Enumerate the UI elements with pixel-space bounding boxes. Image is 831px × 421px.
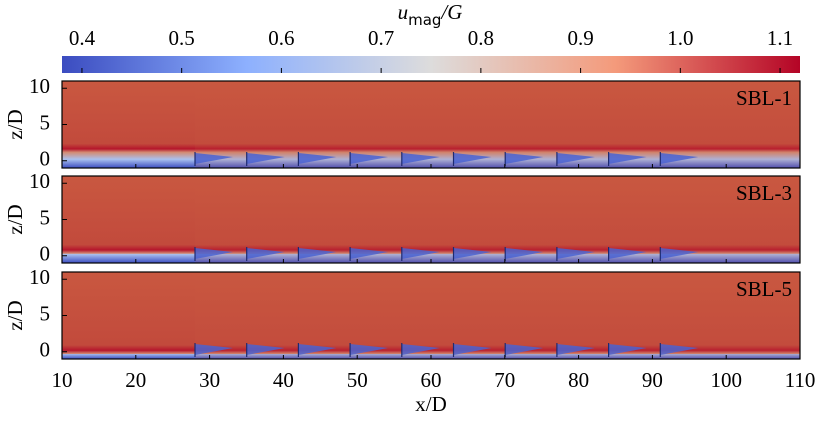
wake — [401, 344, 440, 355]
farm-field — [195, 272, 800, 359]
wake — [350, 344, 389, 355]
wake — [660, 153, 699, 164]
panel: 0 5 10 SBL-5 z/D — [3, 265, 801, 362]
y-tick-label: 10 — [29, 74, 50, 98]
x-tick-label: 50 — [347, 368, 368, 392]
y-axis-label: z/D — [3, 109, 27, 139]
y-tick-label: 0 — [40, 147, 51, 171]
wake — [195, 344, 233, 355]
x-tick-label: 10 — [52, 368, 73, 392]
colorbar-label-main: u — [398, 0, 409, 24]
wake — [246, 153, 285, 164]
wake — [505, 153, 544, 164]
wake — [195, 153, 233, 164]
wake — [350, 248, 389, 259]
panel-label: SBL-1 — [736, 86, 792, 110]
x-tick-label: 40 — [273, 368, 294, 392]
x-tick-label: 60 — [421, 368, 442, 392]
colorbar-tick-label: 0.7 — [368, 26, 394, 50]
colorbar-tick-label: 1.1 — [767, 26, 793, 50]
x-tick-label: 90 — [642, 368, 663, 392]
x-tick-label: 80 — [568, 368, 589, 392]
wake — [556, 344, 595, 355]
colorbar-tick-label: 0.8 — [468, 26, 494, 50]
farm-field — [195, 176, 800, 263]
wake — [350, 153, 389, 164]
y-tick-label: 0 — [40, 338, 51, 362]
colorbar-label-sub: mag — [408, 11, 441, 29]
colorbar-tick-label: 0.5 — [169, 26, 195, 50]
colorbar-tick-label: 0.4 — [69, 26, 96, 50]
x-tick-label: 30 — [199, 368, 220, 392]
y-tick-label: 5 — [40, 205, 51, 229]
wake — [401, 153, 440, 164]
wake — [246, 248, 285, 259]
wake — [195, 248, 233, 259]
y-tick-label: 5 — [40, 110, 51, 134]
inflow-field — [62, 272, 195, 359]
wake — [453, 248, 492, 259]
panel: 0 5 10 SBL-1 z/D — [3, 74, 801, 171]
panel-label: SBL-5 — [736, 277, 792, 301]
wake — [556, 153, 595, 164]
colorbar-label-tail: /G — [440, 0, 462, 24]
wake — [505, 344, 544, 355]
wake — [298, 248, 337, 259]
y-axis-label: z/D — [3, 300, 27, 330]
y-tick-label: 10 — [29, 169, 50, 193]
x-tick-label: 20 — [125, 368, 146, 392]
colorbar-tick-label: 0.6 — [268, 26, 294, 50]
colorbar-label: umag/G — [398, 0, 463, 29]
wake — [298, 153, 337, 164]
wake — [608, 248, 647, 259]
panel: 0 5 10 SBL-3 z/D — [3, 169, 801, 266]
wake — [608, 344, 647, 355]
wake — [298, 344, 337, 355]
x-axis-label: x/D — [415, 392, 447, 416]
inflow-field — [62, 176, 195, 263]
x-tick-label: 110 — [785, 368, 816, 392]
wake — [608, 153, 647, 164]
colorbar-tick-label: 0.9 — [567, 26, 593, 50]
x-tick-label: 100 — [710, 368, 742, 392]
y-axis-label: z/D — [3, 204, 27, 234]
colorbar — [62, 56, 800, 73]
wake — [660, 344, 699, 355]
inflow-field — [62, 81, 195, 168]
wake — [505, 248, 544, 259]
wake — [453, 344, 492, 355]
farm-field — [195, 81, 800, 168]
colorbar-tick-label: 1.0 — [667, 26, 693, 50]
wake — [246, 344, 285, 355]
y-tick-label: 5 — [40, 301, 51, 325]
wake — [660, 248, 699, 259]
wake — [556, 248, 595, 259]
y-tick-label: 0 — [40, 242, 51, 266]
panel-label: SBL-3 — [736, 181, 792, 205]
wake — [453, 153, 492, 164]
x-tick-label: 70 — [494, 368, 515, 392]
y-tick-label: 10 — [29, 265, 50, 289]
wake — [401, 248, 440, 259]
